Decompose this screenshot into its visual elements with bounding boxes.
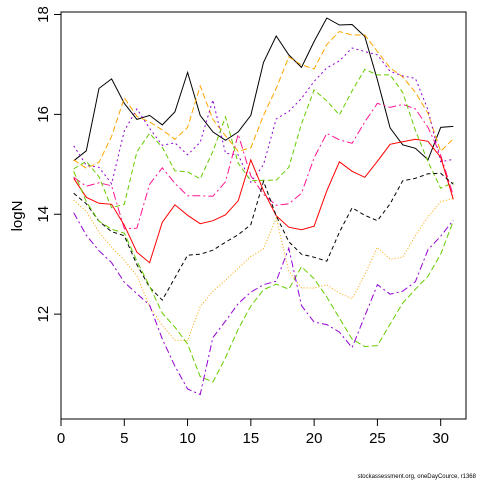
- y-axis: 12 14 16 18: [35, 6, 61, 322]
- x-tick-label: 30: [432, 430, 449, 447]
- series-line-7: [73, 172, 454, 301]
- y-tick-label: 16: [35, 106, 52, 123]
- x-tick-label: 20: [306, 430, 323, 447]
- series-line-8: [73, 197, 454, 342]
- series-line-3: [73, 47, 454, 185]
- x-tick-label: 0: [57, 430, 65, 447]
- x-tick-label: 10: [179, 430, 196, 447]
- series-line-6: [73, 138, 454, 264]
- series-line-9: [73, 171, 454, 383]
- x-tick-label: 15: [243, 430, 260, 447]
- series-line-10: [73, 212, 454, 396]
- series-line-2: [73, 30, 454, 169]
- y-tick-label: 12: [35, 306, 52, 323]
- x-tick-label: 5: [120, 430, 128, 447]
- y-tick-label: 18: [35, 6, 52, 23]
- series-layer: [73, 17, 454, 396]
- y-tick-label: 14: [35, 206, 52, 223]
- y-axis-title: logN: [9, 201, 26, 232]
- series-line-5: [73, 68, 454, 209]
- footer-credit: stockassessment.org, oneDayCource, r1368: [358, 474, 477, 480]
- x-axis: 0 5 10 15 20 25 30: [57, 419, 449, 447]
- series-line-1: [73, 17, 454, 162]
- x-tick-label: 25: [369, 430, 386, 447]
- plot-frame: [60, 11, 467, 420]
- series-line-4: [73, 102, 454, 230]
